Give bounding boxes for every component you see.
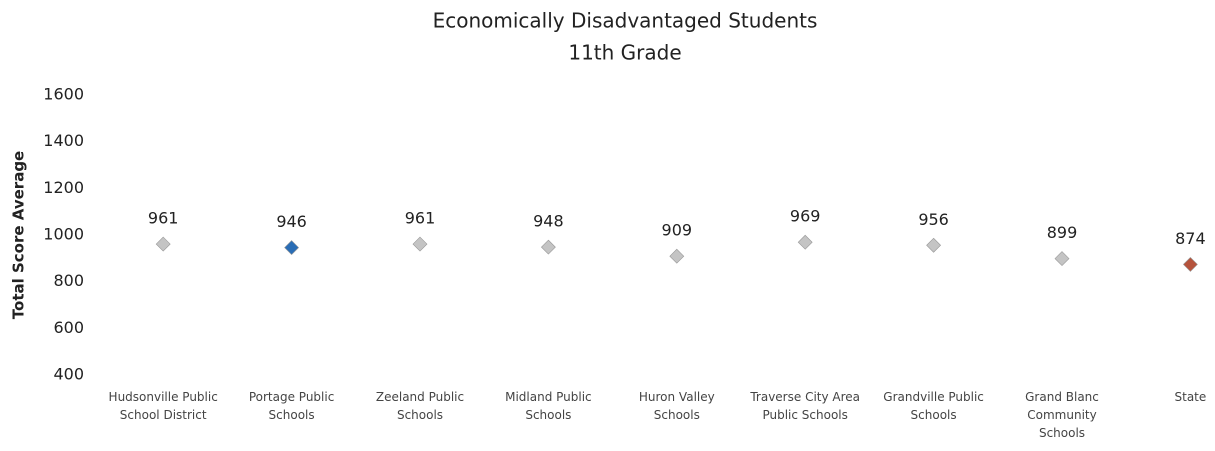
y-tick-label: 600	[53, 318, 84, 337]
diamond-marker	[1054, 251, 1070, 266]
data-label: 961	[148, 209, 179, 228]
data-label: 956	[918, 210, 949, 229]
data-label: 969	[790, 207, 821, 226]
data-label: 961	[405, 209, 436, 228]
y-tick-label: 800	[53, 271, 84, 290]
y-tick-label: 400	[53, 365, 84, 384]
chart-title: Economically Disadvantaged Students	[433, 9, 818, 33]
x-tick-label: State	[1174, 390, 1207, 404]
chart-subtitle: 11th Grade	[568, 41, 681, 65]
data-label: 946	[276, 212, 307, 231]
diamond-marker	[540, 239, 556, 255]
data-label: 948	[533, 212, 564, 231]
x-tick-label: Portage Public Schools	[248, 390, 335, 422]
x-tick-label: Huron Valley Schools	[638, 390, 715, 422]
diamond-marker	[797, 234, 813, 250]
diamond-marker	[926, 237, 942, 253]
y-axis-label: Total Score Average	[10, 151, 28, 319]
diamond-marker	[155, 236, 171, 252]
x-tick-label: Hudsonville Public School District	[108, 390, 218, 422]
data-label: 874	[1175, 229, 1206, 248]
y-tick-label: 1400	[43, 131, 84, 150]
diamond-marker	[284, 240, 300, 256]
diamond-marker	[1182, 256, 1198, 272]
x-tick-label: Midland Public Schools	[505, 390, 592, 422]
data-label: 899	[1047, 223, 1078, 242]
diamond-marker	[412, 236, 428, 252]
diamond-marker	[669, 248, 685, 264]
x-tick-label: Traverse City Area Public Schools	[750, 390, 861, 422]
y-tick-label: 1600	[43, 85, 84, 104]
data-label: 909	[662, 221, 693, 240]
x-tick-label: Zeeland Public Schools	[375, 390, 465, 422]
y-tick-label: 1000	[43, 225, 84, 244]
x-tick-label: Grandville Public Schools	[883, 390, 984, 422]
x-tick-label: Grand Blanc Community Schools	[1025, 390, 1099, 440]
y-tick-label: 1200	[43, 178, 84, 197]
